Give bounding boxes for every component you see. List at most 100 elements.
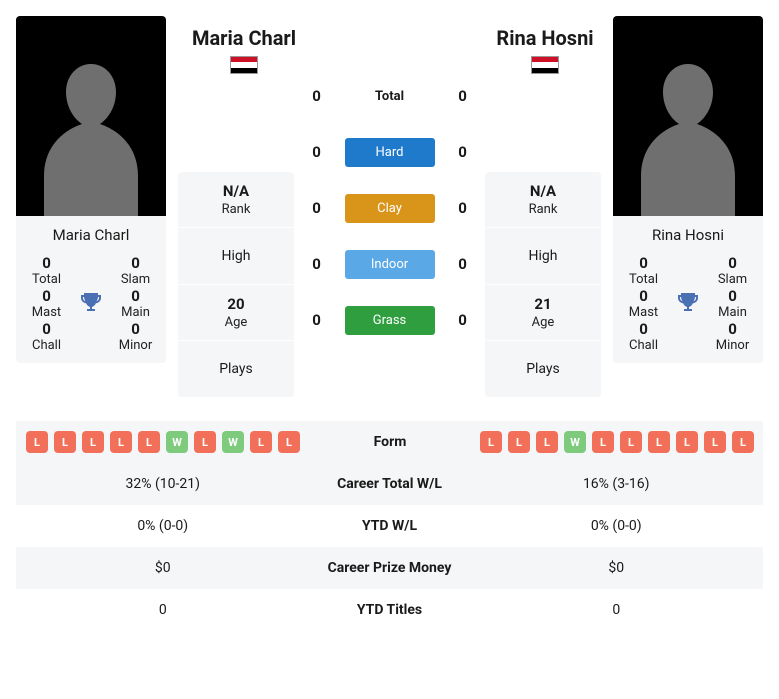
h2h-surface-row: 0 Indoor 0 [306, 236, 473, 292]
h2h-center: 0 Total 0 0 Hard 0 0 Clay 0 0 Indoor 0 0 Grass 0 [306, 16, 473, 348]
form-chip-loss[interactable]: L [648, 431, 670, 453]
silhouette-icon [628, 46, 748, 216]
surface-pill[interactable]: Indoor [345, 250, 435, 279]
player-a-main-val: 0 [111, 287, 160, 305]
stats-row-ytd_wl: 0% (0-0)YTD W/L0% (0-0) [16, 505, 763, 547]
player-a-name: Maria Charl [16, 216, 166, 254]
stat-a: 32% (10-21) [26, 476, 300, 492]
stat-a: $0 [26, 560, 300, 576]
stat-label: Career Total W/L [300, 476, 480, 492]
title-main-label: Main [111, 305, 160, 320]
player-a-info: N/ARank High 20Age Plays [178, 172, 294, 397]
player-a-plays: Plays [178, 341, 294, 397]
player-b-high: High [485, 228, 601, 285]
stats-table: LLLLLWLWLL Form LLLWLLLLLL 32% (10-21)Ca… [16, 421, 763, 631]
form-chip-win[interactable]: W [222, 431, 244, 453]
player-a-rank: N/ARank [178, 172, 294, 228]
title-minor-label: Minor [111, 338, 160, 353]
form-chip-loss[interactable]: L [480, 431, 502, 453]
player-b-slam-val: 0 [708, 254, 757, 272]
flag-egypt-icon [230, 56, 258, 74]
form-chip-loss[interactable]: L [676, 431, 698, 453]
form-chip-loss[interactable]: L [620, 431, 642, 453]
form-chip-loss[interactable]: L [704, 431, 726, 453]
player-a-mast-val: 0 [22, 287, 71, 305]
form-label: Form [300, 434, 480, 450]
title-total-label: Total [22, 272, 71, 287]
surface-pill[interactable]: Clay [345, 194, 435, 223]
stats-row-ytd_titles: 0YTD Titles0 [16, 589, 763, 631]
top-row: Maria Charl 0Total 0Slam 0Mast 0Main 0Ch… [16, 16, 763, 397]
surface-pill[interactable]: Hard [345, 138, 435, 167]
player-a-minor-val: 0 [111, 320, 160, 338]
stat-a: 0% (0-0) [26, 518, 300, 534]
h2h-total-b: 0 [453, 87, 473, 105]
player-a-age: 20Age [178, 285, 294, 341]
h2h-a: 0 [307, 255, 327, 273]
h2h-total-a: 0 [307, 87, 327, 105]
player-a-photo [16, 16, 166, 216]
stats-row-prize: $0Career Prize Money$0 [16, 547, 763, 589]
h2h-b: 0 [453, 311, 473, 329]
stat-b: 16% (3-16) [480, 476, 754, 492]
h2h-a: 0 [307, 199, 327, 217]
form-chip-loss[interactable]: L [278, 431, 300, 453]
h2h-total-row: 0 Total 0 [306, 68, 473, 124]
player-b-big-name: Rina Hosni [496, 16, 593, 56]
form-chip-loss[interactable]: L [732, 431, 754, 453]
player-a-total-val: 0 [22, 254, 71, 272]
player-b-titles: 0Total 0Slam 0Mast 0Main 0Chall 0Minor [613, 254, 763, 363]
flag-egypt-icon [531, 56, 559, 74]
h2h-a: 0 [307, 143, 327, 161]
h2h-a: 0 [307, 311, 327, 329]
player-b-main-val: 0 [708, 287, 757, 305]
h2h-b: 0 [453, 199, 473, 217]
form-row: LLLLLWLWLL Form LLLWLLLLLL [16, 421, 763, 463]
player-b-info: N/ARank High 21Age Plays [485, 172, 601, 397]
player-b-card: Rina Hosni 0Total 0Slam 0Mast 0Main 0Cha… [613, 16, 763, 363]
player-b-age: 21Age [485, 285, 601, 341]
form-chip-loss[interactable]: L [138, 431, 160, 453]
h2h-surface-row: 0 Hard 0 [306, 124, 473, 180]
stat-b: 0% (0-0) [480, 518, 754, 534]
form-chip-loss[interactable]: L [536, 431, 558, 453]
form-chip-loss[interactable]: L [194, 431, 216, 453]
silhouette-icon [31, 46, 151, 216]
form-chip-loss[interactable]: L [592, 431, 614, 453]
player-b-mast-val: 0 [619, 287, 668, 305]
stats-row-career_wl: 32% (10-21)Career Total W/L16% (3-16) [16, 463, 763, 505]
stat-label: YTD Titles [300, 602, 480, 618]
stat-label: YTD W/L [300, 518, 480, 534]
title-mast-label: Mast [22, 305, 71, 320]
player-b-header: Rina Hosni [487, 16, 603, 74]
form-chip-loss[interactable]: L [82, 431, 104, 453]
player-b-rank: N/ARank [485, 172, 601, 228]
form-chip-loss[interactable]: L [26, 431, 48, 453]
h2h-surface-row: 0 Clay 0 [306, 180, 473, 236]
form-b-chips: LLLWLLLLLL [480, 431, 754, 453]
player-a-card: Maria Charl 0Total 0Slam 0Mast 0Main 0Ch… [16, 16, 166, 363]
player-b-minor-val: 0 [708, 320, 757, 338]
stat-a: 0 [26, 602, 300, 618]
form-chip-loss[interactable]: L [250, 431, 272, 453]
surface-pill[interactable]: Grass [345, 306, 435, 335]
player-a-slam-val: 0 [111, 254, 160, 272]
form-chip-loss[interactable]: L [508, 431, 530, 453]
form-chip-win[interactable]: W [166, 431, 188, 453]
form-a-chips: LLLLLWLWLL [26, 431, 300, 453]
stat-b: 0 [480, 602, 754, 618]
trophy-icon [675, 290, 701, 314]
player-b-total-val: 0 [619, 254, 668, 272]
form-chip-loss[interactable]: L [54, 431, 76, 453]
h2h-b: 0 [453, 255, 473, 273]
form-chip-win[interactable]: W [564, 431, 586, 453]
player-a-big-name: Maria Charl [192, 16, 296, 56]
player-a-high: High [178, 228, 294, 285]
player-b-name: Rina Hosni [613, 216, 763, 254]
h2h-surface-row: 0 Grass 0 [306, 292, 473, 348]
form-chip-loss[interactable]: L [110, 431, 132, 453]
player-b-photo [613, 16, 763, 216]
h2h-b: 0 [453, 143, 473, 161]
h2h-total-label: Total [345, 89, 435, 104]
player-a-titles: 0Total 0Slam 0Mast 0Main 0Chall 0Minor [16, 254, 166, 363]
